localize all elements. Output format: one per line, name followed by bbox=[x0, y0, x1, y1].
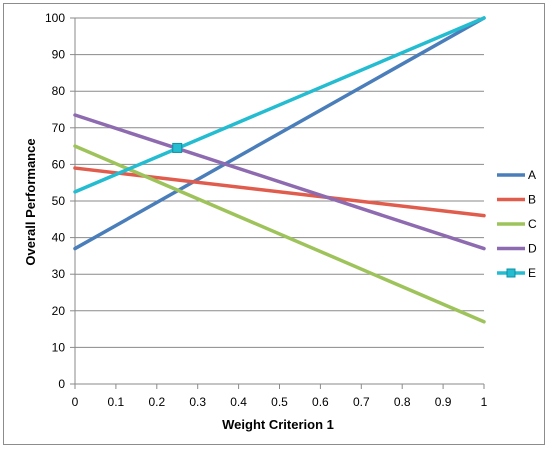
x-tick-label: 0.7 bbox=[353, 395, 370, 409]
x-tick-label: 0.9 bbox=[435, 395, 452, 409]
series-line-c bbox=[73, 144, 486, 324]
series-lines bbox=[73, 16, 486, 324]
x-tick-label: 1 bbox=[481, 395, 488, 409]
x-tick-label: 0.2 bbox=[148, 395, 165, 409]
series-line-a bbox=[73, 16, 486, 251]
legend-label-d: D bbox=[528, 242, 537, 256]
legend-label-a: A bbox=[528, 168, 536, 182]
series-marker-e bbox=[172, 142, 183, 153]
legend-label-c: C bbox=[528, 217, 537, 231]
x-tick-label: 0.8 bbox=[394, 395, 411, 409]
x-tick-labels: 0 0.1 0.2 0.3 0.4 0.5 0.6 0.7 0.8 0.9 1 bbox=[72, 395, 488, 409]
x-tick-label: 0.3 bbox=[189, 395, 206, 409]
y-tick-label: 100 bbox=[45, 11, 65, 25]
x-tick-label: 0.6 bbox=[312, 395, 329, 409]
y-tick-label: 80 bbox=[52, 84, 66, 98]
x-tick-label: 0 bbox=[72, 395, 79, 409]
legend-marker-e bbox=[506, 268, 516, 278]
y-tick-label: 20 bbox=[52, 304, 66, 318]
axes bbox=[70, 17, 485, 389]
series-line-b bbox=[73, 166, 486, 218]
y-tick-label: 50 bbox=[52, 194, 66, 208]
y-tick-label: 10 bbox=[52, 340, 66, 354]
x-tick-label: 0.1 bbox=[108, 395, 125, 409]
series-line-d bbox=[73, 113, 486, 251]
y-tick-label: 70 bbox=[52, 121, 66, 135]
y-tick-label: 60 bbox=[52, 157, 66, 171]
gridlines bbox=[75, 17, 484, 348]
series-line-e bbox=[73, 16, 486, 194]
y-tick-labels: 0 10 20 30 40 50 60 70 80 90 100 bbox=[45, 11, 65, 391]
y-tick-label: 0 bbox=[58, 377, 65, 391]
legend-label-b: B bbox=[528, 193, 536, 207]
legend-label-e: E bbox=[528, 266, 536, 280]
x-axis-title: Weight Criterion 1 bbox=[222, 417, 334, 432]
y-tick-label: 30 bbox=[52, 267, 66, 281]
x-tick-label: 0.4 bbox=[230, 395, 247, 409]
chart-frame bbox=[3, 3, 545, 445]
y-axis-title: Overall Performance bbox=[23, 138, 38, 265]
y-tick-label: 90 bbox=[52, 48, 66, 62]
x-tick-label: 0.5 bbox=[271, 395, 288, 409]
y-tick-label: 40 bbox=[52, 231, 66, 245]
